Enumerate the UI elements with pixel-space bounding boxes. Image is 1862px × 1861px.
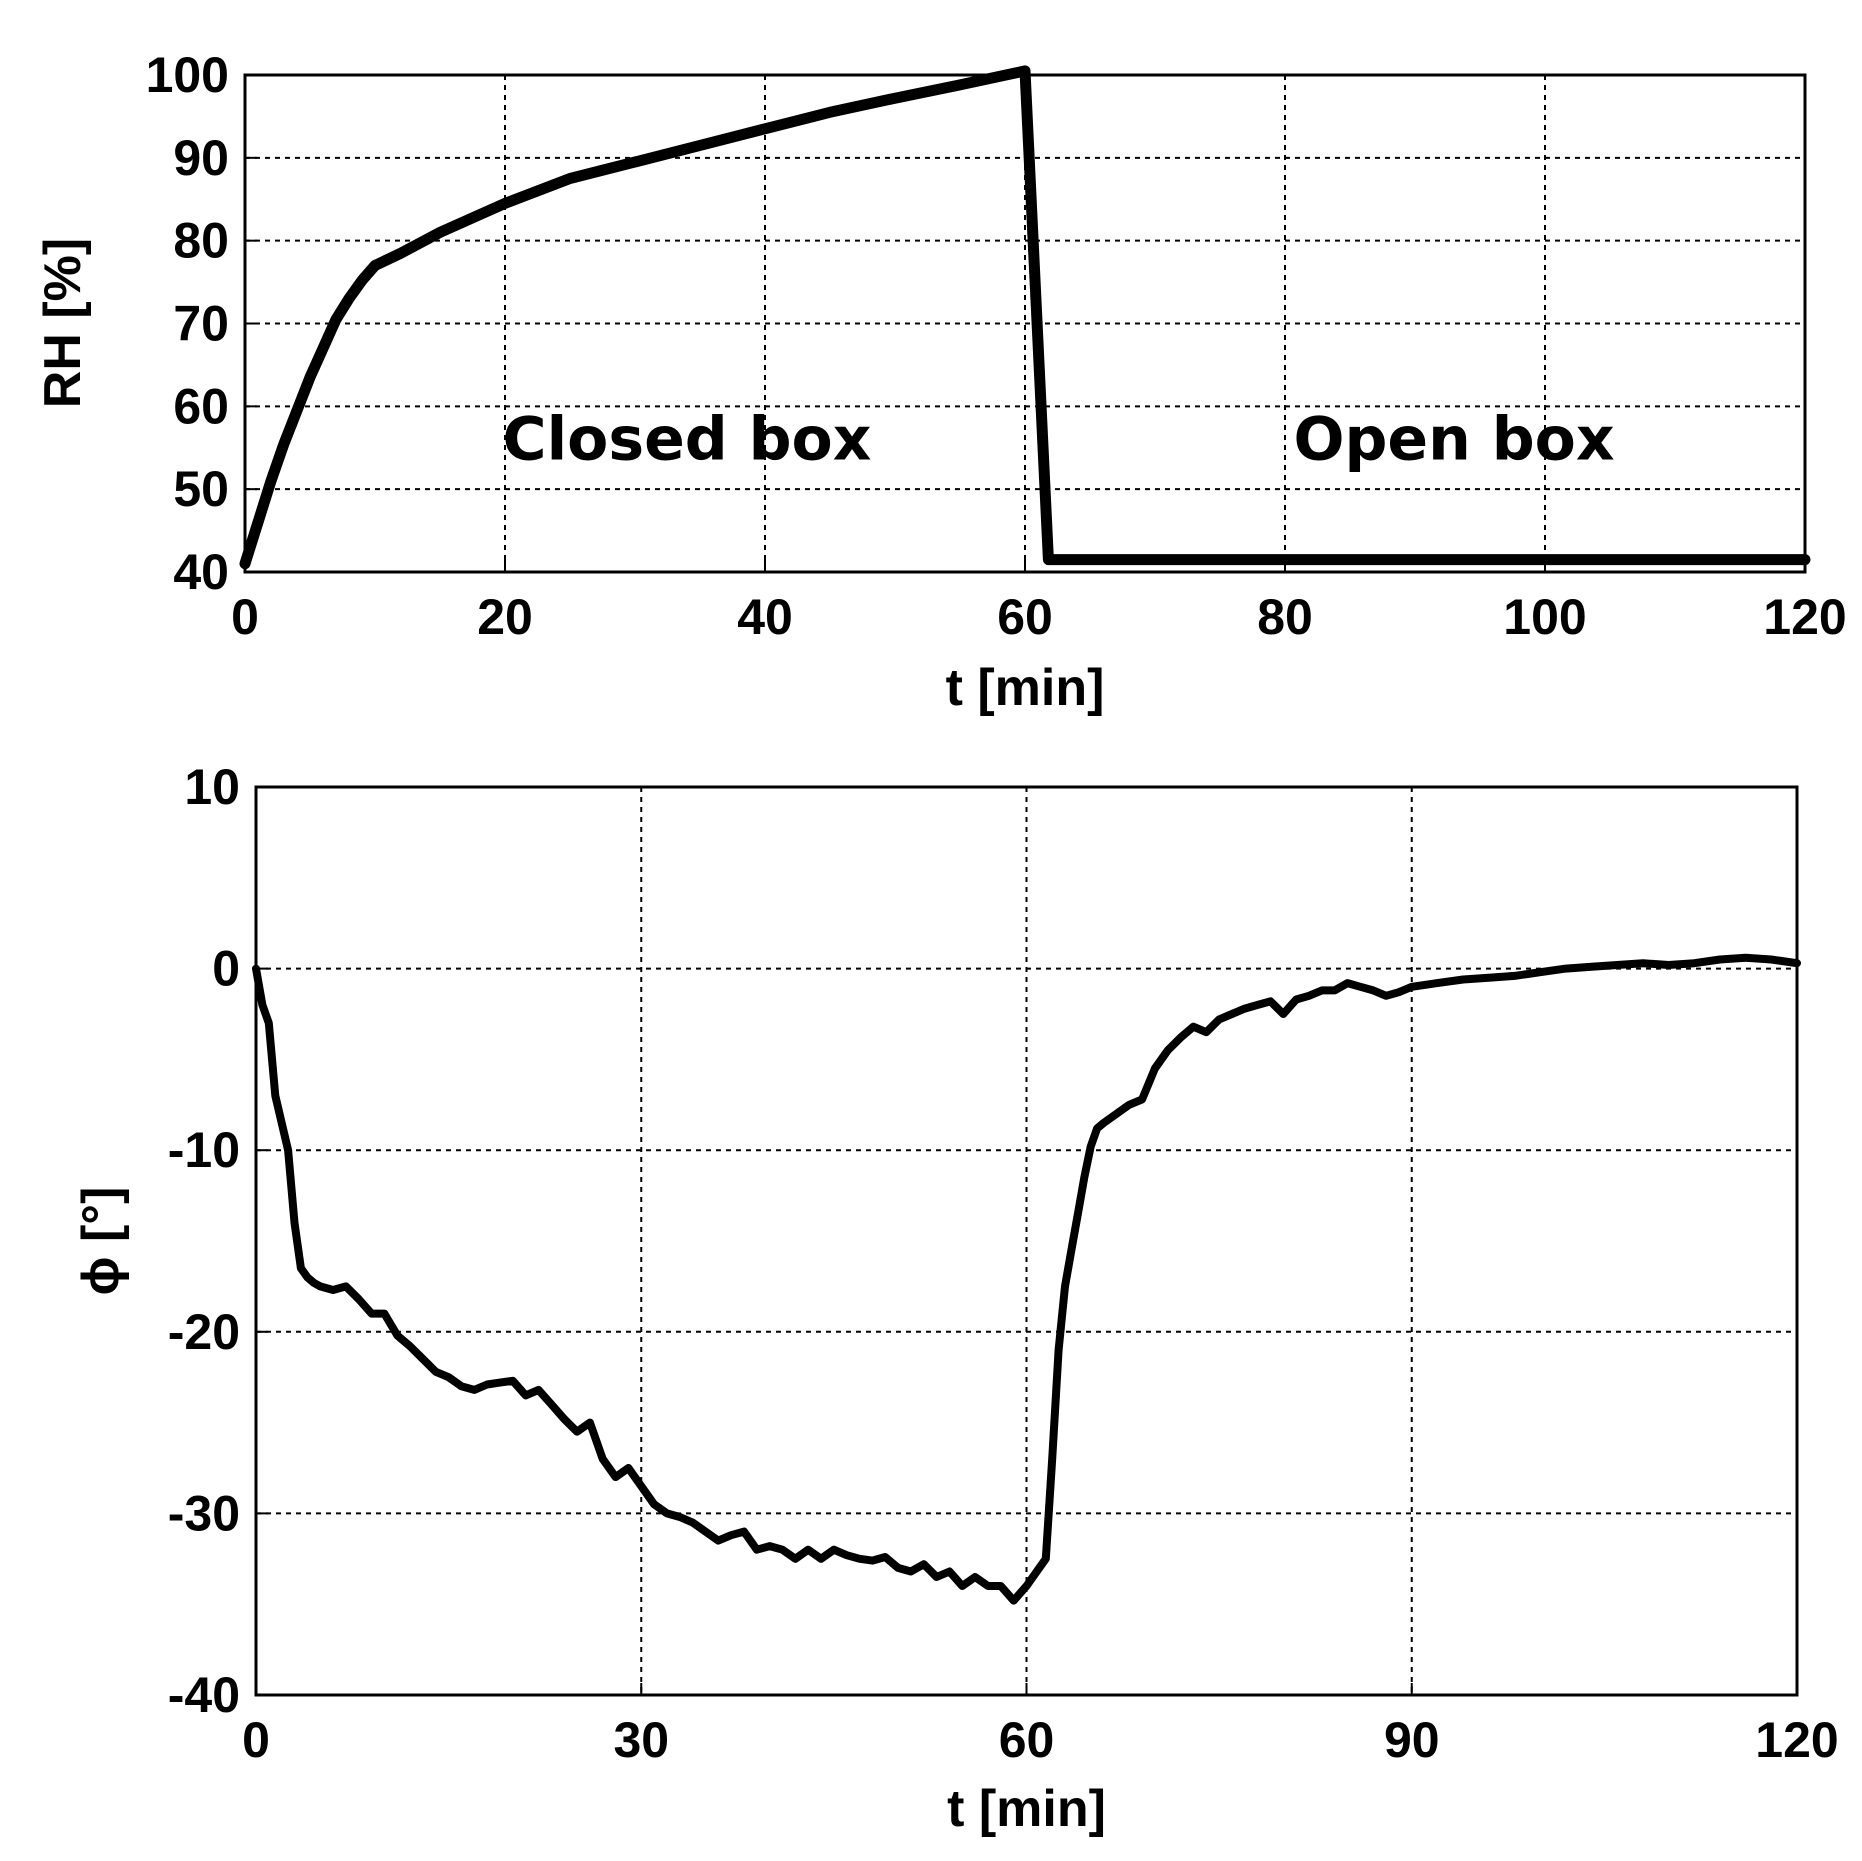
annotation: Closed box (503, 404, 872, 474)
y-tick-label: 60 (173, 378, 229, 434)
x-tick-label: 60 (997, 589, 1053, 645)
y-tick-label: 70 (173, 296, 229, 352)
y-tick-label: -40 (168, 1667, 240, 1723)
y-tick-label: 40 (173, 544, 229, 600)
y-tick-label: 0 (212, 941, 240, 997)
x-tick-label: 0 (231, 589, 259, 645)
y-tick-label: 90 (173, 130, 229, 186)
x-tick-label: 40 (737, 589, 793, 645)
y-tick-label: -10 (168, 1122, 240, 1178)
y-tick-label: 100 (146, 47, 229, 103)
y-axis-label: ϕ [°] (72, 1187, 130, 1296)
x-tick-label: 20 (477, 589, 533, 645)
y-tick-label: 80 (173, 213, 229, 269)
x-tick-label: 90 (1384, 1712, 1440, 1768)
y-tick-label: -30 (168, 1485, 240, 1541)
series-line (239, 65, 1811, 570)
x-axis-label: t [min] (947, 1780, 1106, 1838)
x-axis-label: t [min] (946, 659, 1105, 717)
y-tick-label: -20 (168, 1304, 240, 1360)
x-tick-label: 120 (1755, 1712, 1838, 1768)
x-tick-label: 100 (1503, 589, 1586, 645)
y-tick-label: 10 (184, 759, 240, 815)
y-tick-label: 50 (173, 461, 229, 517)
x-tick-label: 120 (1763, 589, 1846, 645)
x-tick-label: 0 (242, 1712, 270, 1768)
x-tick-label: 60 (999, 1712, 1055, 1768)
series-line (252, 953, 1801, 1605)
y-axis-label: RH [%] (34, 238, 92, 408)
chart-1: 0 20 40 60 80 100 120 40 50 60 70 80 90 100 t [min] RH … (34, 47, 1847, 717)
x-tick-label: 80 (1257, 589, 1313, 645)
chart-2: 0 30 60 90 120 -40 -30 -20 -10 0 10 t [min] ϕ [°] (72, 759, 1839, 1838)
annotation: Open box (1293, 404, 1614, 474)
x-tick-label: 30 (613, 1712, 669, 1768)
